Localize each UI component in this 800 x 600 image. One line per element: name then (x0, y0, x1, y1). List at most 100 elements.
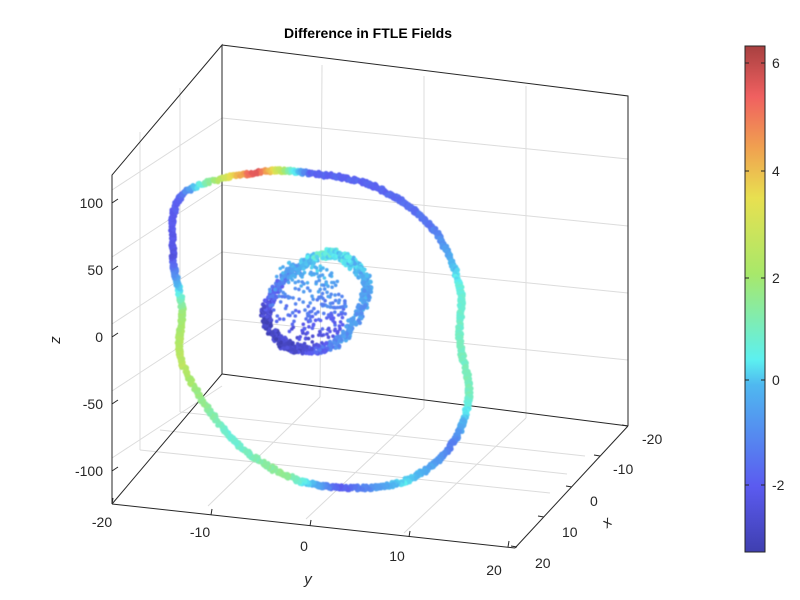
scatter-point (297, 337, 302, 342)
scatter-point (268, 289, 272, 294)
scatter-point (306, 351, 311, 356)
scatter-point (307, 325, 311, 329)
scatter-point (318, 332, 322, 337)
scatter-point (287, 329, 292, 334)
scatter-point (303, 337, 308, 341)
scatter-point (317, 317, 321, 322)
scatter-point (322, 251, 328, 256)
scatter-point (310, 314, 315, 319)
scatter-point (310, 340, 315, 344)
scatter-point (347, 266, 352, 272)
scatter-point (347, 258, 352, 264)
scatter-point (338, 320, 343, 324)
scatter-point (280, 277, 284, 281)
x-tick-label: 10 (562, 524, 578, 540)
scatter-point (317, 278, 322, 283)
colorbar-tick-label: 2 (772, 270, 780, 286)
scatter-point (295, 269, 300, 274)
scatter-point (297, 297, 302, 302)
scatter-point (300, 351, 305, 356)
scatter-point (277, 317, 282, 321)
scatter-point (297, 287, 301, 292)
scatter-point (288, 313, 292, 318)
scatter-point (358, 306, 364, 312)
scatter-point (311, 297, 316, 302)
scatter-point (396, 196, 402, 202)
scatter-point (308, 318, 312, 322)
scatter-point (326, 335, 331, 340)
scatter-point (309, 346, 314, 352)
scatter-point (297, 266, 302, 271)
scatter-point (347, 327, 352, 333)
colorbar: 6 4 2 0 -2 (744, 45, 785, 553)
scatter-point (286, 296, 291, 300)
scatter-point (350, 322, 355, 327)
scatter-point (343, 312, 348, 316)
scatter-point (293, 314, 298, 318)
scatter-point (282, 342, 287, 347)
scatter-point (284, 304, 289, 308)
scatter-point (344, 304, 348, 309)
y-tick-label: -10 (190, 524, 210, 540)
scatter-point (279, 334, 284, 339)
scatter-point (281, 265, 285, 269)
scatter-point (335, 331, 340, 335)
scatter-point (366, 294, 372, 299)
scatter-point (277, 294, 281, 299)
z-tick-labels: 100 50 0 -50 -100 (75, 195, 103, 479)
scatter-point (346, 318, 351, 323)
z-tick-label: -100 (75, 463, 103, 479)
scatter-point (274, 319, 279, 324)
scatter-point (326, 313, 331, 317)
x-tick-label: -10 (613, 461, 633, 477)
scatter-point (286, 341, 291, 346)
scatter-point (286, 276, 291, 280)
z-tick-label: -50 (83, 396, 103, 412)
scatter-point (271, 293, 276, 298)
scatter-point (290, 278, 295, 282)
scatter-point (333, 298, 338, 303)
x-tick-labels: -20 -10 0 10 20 (535, 431, 662, 571)
inner-lobe-series (259, 247, 374, 356)
scatter-point (278, 266, 283, 271)
scatter-point (309, 270, 313, 275)
scatter-point (293, 302, 298, 306)
scatter-point (331, 334, 335, 339)
scatter-point (313, 312, 318, 316)
scatter-point (314, 254, 319, 259)
scatter-point (309, 309, 314, 314)
scatter-point (273, 287, 277, 292)
scatter-point (329, 313, 334, 318)
y-tick-label: 0 (300, 538, 308, 554)
scatter-point (330, 301, 335, 305)
scatter-point (283, 292, 287, 297)
scatter-point (361, 280, 366, 285)
scatter-point (333, 345, 338, 350)
scatter-point (314, 280, 319, 284)
scatter-point (324, 282, 329, 286)
scatter-point (333, 328, 337, 333)
scatter-point (290, 327, 294, 331)
scatter-point (310, 326, 315, 331)
scatter-point (325, 332, 329, 336)
data-marks (168, 166, 474, 493)
scatter-point (359, 311, 364, 316)
scatter-point (308, 289, 312, 293)
scatter-point (296, 279, 301, 284)
colorbar-tick-label: 6 (772, 55, 780, 71)
scatter-point (285, 345, 290, 350)
scatter-point (354, 312, 359, 317)
scatter-point (299, 259, 303, 263)
colorbar-tick-label: -2 (772, 477, 785, 493)
x-tick-label: 0 (590, 493, 598, 509)
scatter-point (315, 269, 320, 273)
scatter-point (292, 319, 296, 324)
scatter-point (286, 261, 291, 265)
scatter-point (325, 316, 329, 320)
scatter-point (291, 273, 296, 278)
scatter-point (332, 280, 336, 285)
scatter-point (301, 272, 305, 277)
z-axis-label: z (47, 336, 64, 345)
scatter-point (310, 334, 315, 339)
scatter-point (347, 335, 352, 341)
